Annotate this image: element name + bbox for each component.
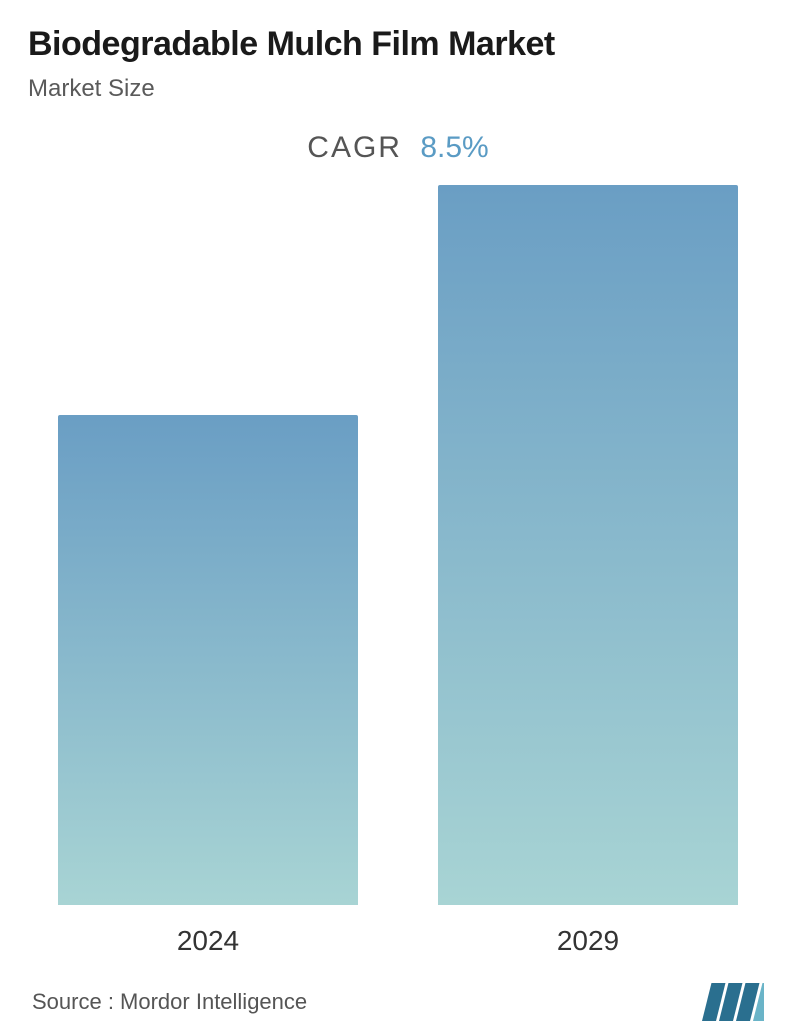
bar-label: 2024 [177,925,239,957]
bar-chart-area: 2024 2029 [28,185,768,957]
bar-group: 2029 [438,185,738,957]
cagr-value: 8.5% [420,131,488,164]
source-attribution: Source : Mordor Intelligence [32,989,307,1015]
bar-label: 2029 [557,925,619,957]
bar-group: 2024 [58,415,358,957]
cagr-label: CAGR [307,131,402,164]
chart-container: Biodegradable Mulch Film Market Market S… [0,0,796,1034]
bar [58,415,358,905]
cagr-row: CAGR 8.5% [28,131,768,165]
chart-title: Biodegradable Mulch Film Market [28,24,768,65]
chart-footer: Source : Mordor Intelligence [28,983,768,1021]
chart-subtitle: Market Size [28,75,768,103]
mordor-logo-icon [702,983,764,1021]
bar [438,185,738,905]
